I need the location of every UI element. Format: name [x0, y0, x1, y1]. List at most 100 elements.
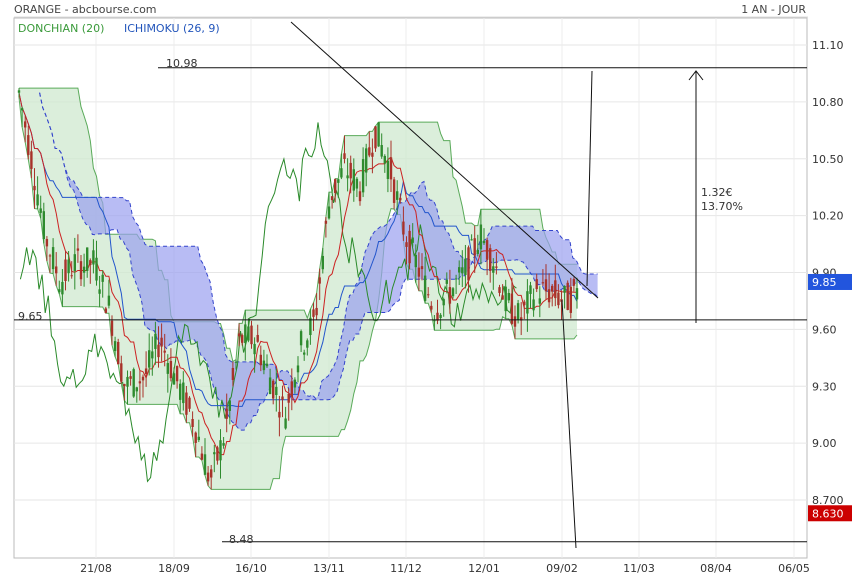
candle-body [278, 411, 281, 418]
x-tick-label: 13/11 [313, 562, 345, 575]
candle-body [563, 285, 566, 293]
candle-body [120, 363, 123, 382]
grid [14, 18, 807, 558]
candle-body [247, 326, 250, 341]
candle-body [501, 295, 504, 300]
candle-body [454, 278, 458, 280]
candle-body [160, 337, 163, 347]
x-tick-label: 12/01 [468, 562, 500, 575]
candle-body [284, 418, 287, 429]
price-badge [808, 505, 852, 522]
candle-body [520, 317, 523, 321]
candle-body [194, 432, 197, 443]
candle-body [185, 392, 188, 415]
candle-body [216, 447, 219, 461]
measure-arrow-head [688, 70, 704, 81]
candle-body [430, 305, 433, 310]
candle-body [442, 299, 445, 306]
candle-body [389, 157, 393, 180]
candle-body [467, 247, 470, 281]
y-tick-label: 10.20 [812, 210, 844, 223]
candle-body [82, 266, 86, 273]
candle-body [287, 393, 290, 403]
candle-body [529, 285, 532, 294]
candle-body [386, 160, 390, 179]
candle-body [237, 333, 241, 337]
candle-body [126, 376, 129, 387]
candle-body [101, 274, 104, 282]
candle-body [253, 343, 256, 355]
candle-body [182, 382, 185, 404]
candle-body [504, 286, 507, 312]
candle-body [67, 259, 70, 274]
candle-body [324, 220, 328, 224]
tenkan-line [18, 92, 577, 456]
candle-body [98, 289, 101, 294]
candle-body [423, 275, 427, 301]
x-tick-label: 21/08 [80, 562, 112, 575]
y-tick-label: 10.50 [812, 153, 844, 166]
candle-body [241, 335, 244, 343]
candle-body [86, 247, 89, 271]
candle-body [312, 309, 315, 317]
candle-body [554, 280, 557, 299]
candle-body [144, 368, 148, 375]
candle-body [197, 436, 200, 441]
candle-body [374, 126, 377, 149]
candle-body [547, 289, 551, 303]
candle-body [365, 148, 368, 173]
candle-body [346, 175, 349, 179]
candle-body [265, 363, 269, 367]
y-tick-label: 8.700 [812, 494, 844, 507]
candle-body [203, 454, 207, 475]
price-badge-label: 9.85 [812, 276, 837, 289]
candle-body [334, 179, 337, 193]
candle-body [299, 331, 303, 346]
candle-body [489, 248, 492, 271]
level-label-8-48: 8.48 [229, 533, 254, 546]
candle-body [516, 303, 520, 320]
candle-body [572, 279, 576, 286]
candle-body [566, 282, 569, 310]
candle-body [51, 247, 55, 270]
candle-body [55, 266, 58, 274]
candle-body [303, 352, 306, 355]
y-axis: 11.1010.8010.5010.209.909.609.309.008.70… [812, 39, 844, 507]
candle-body [448, 287, 452, 304]
candle-body [89, 260, 92, 266]
candle-body [523, 301, 526, 306]
candle-body [352, 169, 355, 191]
candle-body [405, 242, 408, 247]
candle-body [541, 282, 545, 284]
candle-body [358, 191, 362, 202]
candle-body [175, 366, 179, 382]
candle-body [24, 121, 27, 128]
candle-body [172, 373, 176, 385]
candle-body [318, 277, 321, 284]
candle-body [36, 194, 39, 206]
candle-body [492, 266, 495, 273]
candle-body [513, 316, 517, 327]
y-tick-label: 9.00 [812, 437, 837, 450]
candle-body [256, 334, 259, 342]
candle-body [191, 418, 194, 427]
candle-body [110, 320, 114, 336]
candle-body [479, 224, 483, 250]
candle-body [408, 230, 411, 264]
candle-body [70, 275, 73, 277]
candle-body [79, 261, 83, 280]
candle-body [417, 267, 421, 277]
candle-body [340, 168, 343, 178]
candle-body [27, 135, 30, 155]
candle-body [458, 267, 461, 273]
candle-body [349, 162, 352, 179]
candle-body [293, 379, 297, 388]
y-tick-label: 9.60 [812, 323, 837, 336]
donchian-channel [18, 87, 578, 490]
candle-body [45, 238, 49, 247]
candle-body [377, 122, 380, 147]
candle-body [399, 197, 402, 201]
candle-body [61, 281, 64, 295]
senkou-span-a [39, 92, 598, 431]
